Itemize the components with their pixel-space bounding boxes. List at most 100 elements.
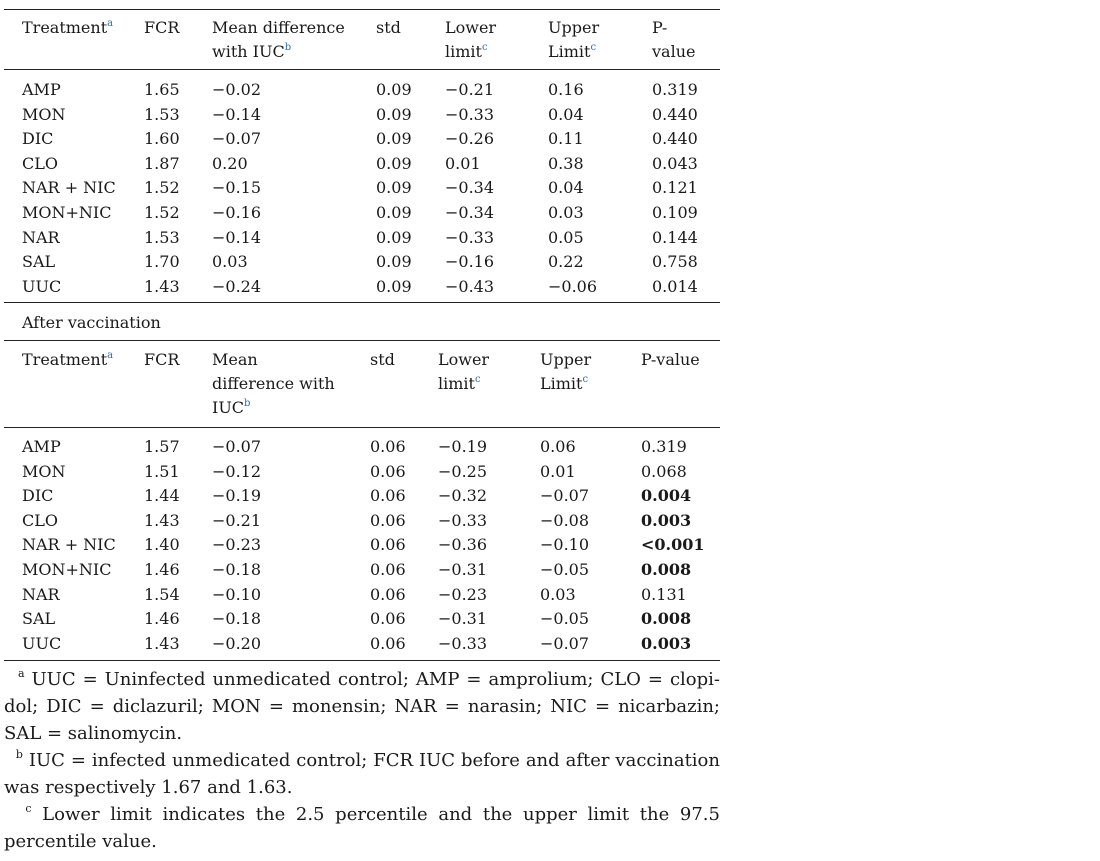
cell-p-value: 0.008 [641, 560, 692, 579]
cell-upper-limit: −0.05 [540, 560, 590, 579]
cell-std: 0.06 [370, 609, 406, 629]
cell-upper-limit: 0.01 [540, 461, 576, 481]
cell-upper-limit: −0.08 [540, 510, 590, 530]
cell-upper-limit: 0.04 [548, 104, 584, 124]
cell-mean-difference: −0.16 [212, 203, 262, 222]
cell-mean-difference: −0.20 [212, 633, 262, 653]
cell-fcr: 1.65 [144, 80, 180, 99]
cell-fcr: 1.46 [144, 560, 180, 579]
col-header-line: Mean difference [212, 18, 345, 37]
cell-fcr: 1.53 [144, 227, 180, 247]
cell-mean-difference: −0.02 [212, 80, 262, 99]
cell-std: 0.06 [370, 486, 406, 506]
cell-p-value: 0.319 [641, 437, 687, 456]
cell-treatment: NAR [22, 584, 60, 604]
cell-fcr: 1.43 [144, 633, 180, 653]
header-rule [4, 69, 720, 70]
cell-treatment: AMP [22, 80, 61, 99]
col-header-text: Treatment [22, 18, 108, 37]
cell-treatment: CLO [22, 510, 58, 530]
cell-mean-difference: −0.14 [212, 227, 262, 247]
col-header-line: Upper [548, 18, 600, 37]
cell-std: 0.09 [376, 203, 412, 222]
cell-mean-difference: −0.24 [212, 276, 262, 296]
cell-p-value: 0.014 [652, 276, 698, 296]
cell-p-value: 0.440 [652, 129, 698, 149]
cell-treatment: SAL [22, 609, 56, 629]
table-top-rule [4, 9, 720, 10]
cell-lower-limit: −0.33 [445, 104, 495, 124]
cell-mean-difference: −0.14 [212, 104, 262, 124]
cell-mean-difference: −0.07 [212, 129, 262, 149]
cell-fcr: 1.52 [144, 178, 180, 198]
cell-upper-limit: 0.22 [548, 252, 584, 272]
cell-lower-limit: −0.19 [438, 437, 488, 456]
cell-std: 0.06 [370, 535, 406, 555]
col-header-p-value: P-value [641, 350, 700, 369]
table-bottom-rule [4, 302, 720, 303]
cell-p-value: 0.008 [641, 609, 692, 629]
cell-treatment: CLO [22, 153, 58, 173]
cell-fcr: 1.43 [144, 510, 180, 530]
cell-upper-limit: 0.03 [548, 203, 584, 222]
cell-fcr: 1.44 [144, 486, 180, 506]
cell-std: 0.06 [370, 461, 406, 481]
cell-mean-difference: 0.03 [212, 252, 248, 272]
cell-treatment: NAR + NIC [22, 178, 116, 198]
col-header-fcr: FCR [144, 350, 180, 369]
col-header-p-value: P- value [652, 16, 695, 64]
cell-mean-difference: −0.10 [212, 584, 262, 604]
col-header-line: with IUC [212, 42, 285, 61]
cell-p-value: 0.068 [641, 461, 687, 481]
cell-lower-limit: −0.23 [438, 584, 488, 604]
cell-mean-difference: −0.07 [212, 437, 262, 456]
col-header-lower-limit: Lower limitc [438, 348, 489, 396]
cell-std: 0.06 [370, 437, 406, 456]
col-header-mean-difference: Mean difference with IUCb [212, 16, 345, 64]
cell-treatment: DIC [22, 486, 54, 506]
cell-treatment: NAR [22, 227, 60, 247]
cell-lower-limit: −0.34 [445, 203, 495, 222]
col-header-line: difference with [212, 374, 335, 393]
cell-std: 0.09 [376, 129, 412, 149]
footnote-mark: c [474, 373, 481, 385]
cell-std: 0.06 [370, 584, 406, 604]
cell-upper-limit: 0.16 [548, 80, 584, 99]
cell-std: 0.06 [370, 560, 406, 579]
col-header-line: IUC [212, 398, 245, 417]
col-header-treatment: Treatmenta [22, 348, 113, 372]
cell-treatment: MON+NIC [22, 560, 112, 579]
cell-p-value: 0.758 [652, 252, 698, 272]
cell-mean-difference: −0.19 [212, 486, 262, 506]
col-header-line: Limit [548, 42, 591, 61]
cell-p-value: 0.131 [641, 584, 687, 604]
cell-mean-difference: −0.23 [212, 535, 262, 555]
cell-std: 0.09 [376, 276, 412, 296]
col-header-std: std [376, 18, 401, 37]
cell-fcr: 1.51 [144, 461, 180, 481]
table-footnotes: a UUC = Uninfected unmedicated control; … [4, 666, 720, 855]
cell-treatment: MON+NIC [22, 203, 112, 222]
cell-upper-limit: −0.07 [540, 486, 590, 506]
cell-lower-limit: 0.01 [445, 153, 481, 173]
cell-std: 0.09 [376, 104, 412, 124]
cell-upper-limit: 0.05 [548, 227, 584, 247]
col-header-line: Lower [445, 18, 497, 37]
cell-p-value: 0.003 [641, 510, 692, 530]
footnote-text: IUC = infected unmedicated control; FCR … [4, 750, 720, 798]
cell-upper-limit: −0.07 [540, 633, 590, 653]
cell-fcr: 1.87 [144, 153, 180, 173]
col-header-line: Upper [540, 350, 592, 369]
footnote-mark: a [107, 17, 114, 29]
cell-std: 0.06 [370, 633, 406, 653]
cell-upper-limit: 0.38 [548, 153, 584, 173]
col-header-treatment: Treatmenta [22, 16, 113, 40]
cell-fcr: 1.54 [144, 584, 180, 604]
cell-mean-difference: −0.21 [212, 510, 262, 530]
cell-treatment: DIC [22, 129, 54, 149]
col-header-line: P- [652, 18, 668, 37]
col-header-fcr: FCR [144, 18, 180, 37]
cell-std: 0.09 [376, 178, 412, 198]
col-header-lower-limit: Lower limitc [445, 16, 496, 64]
cell-p-value: 0.144 [652, 227, 698, 247]
